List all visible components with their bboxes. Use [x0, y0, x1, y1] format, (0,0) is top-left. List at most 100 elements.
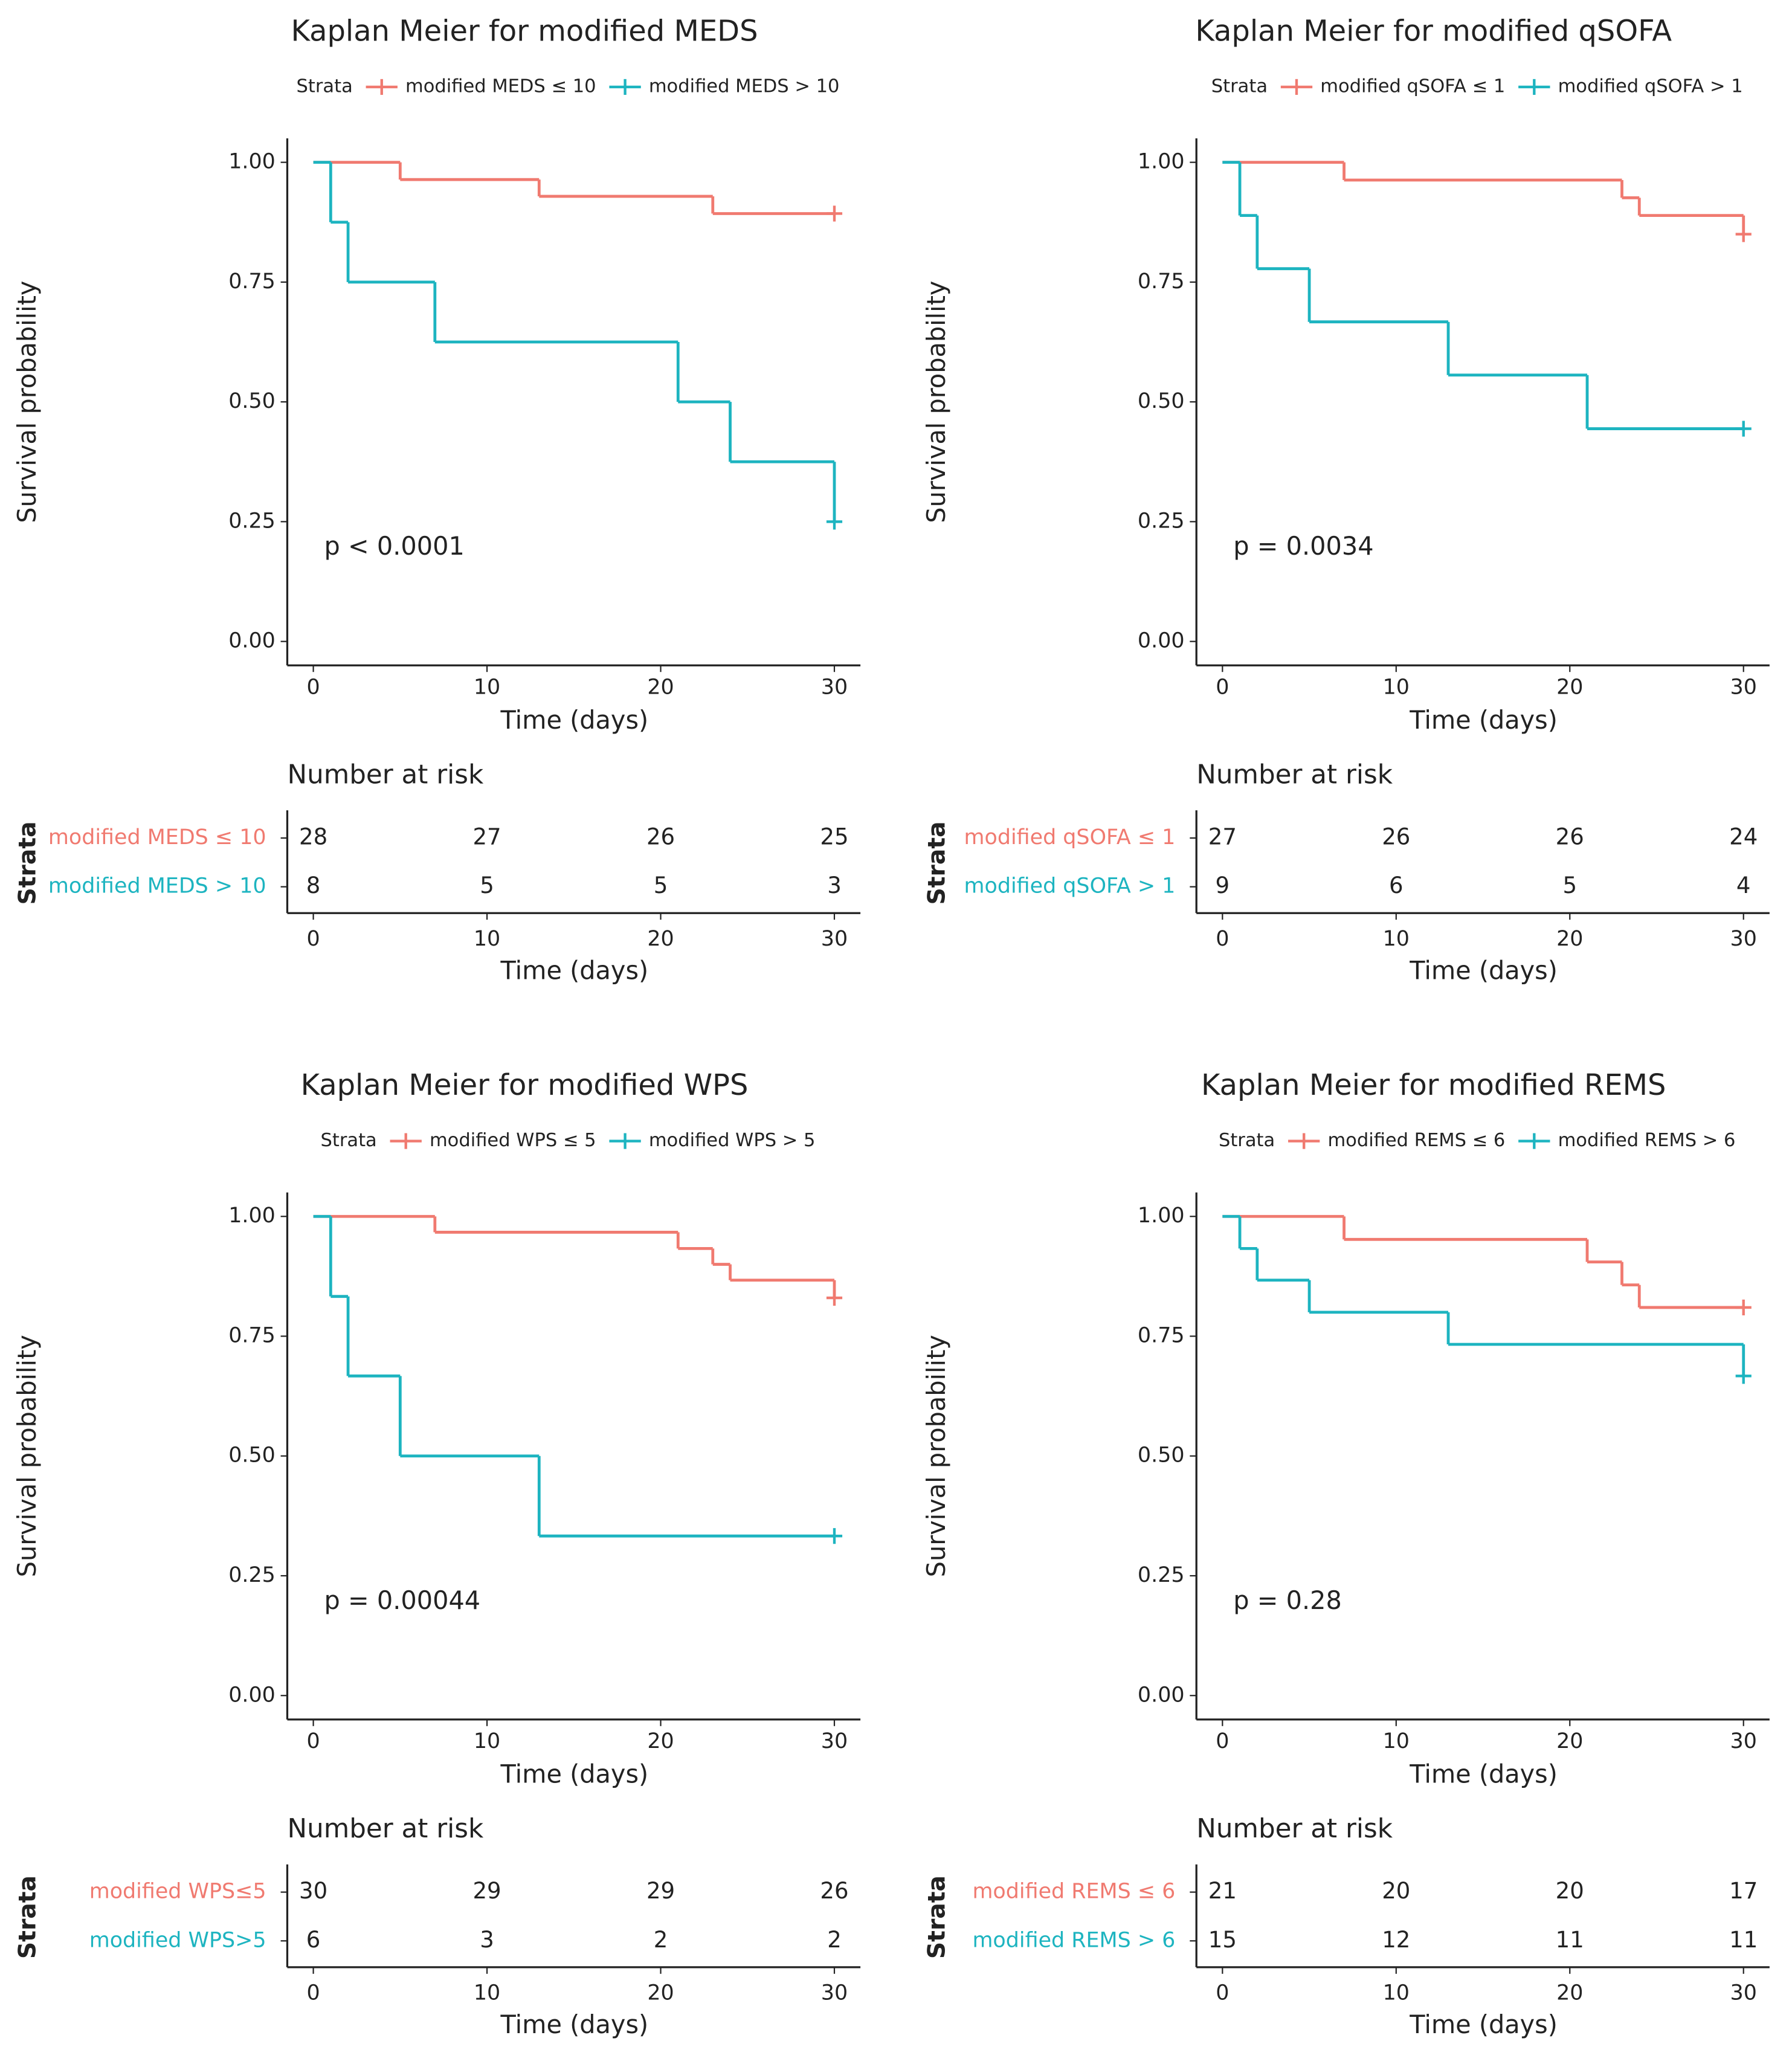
x-tick-label: 30	[1730, 1729, 1757, 1753]
risk-x-axis-label: Time (days)	[1409, 956, 1558, 985]
risk-count: 2	[654, 1927, 668, 1953]
risk-x-tick-label: 10	[474, 927, 500, 951]
legend-label: modified REMS ≤ 6	[1327, 1130, 1505, 1151]
risk-table-title: Number at risk	[287, 759, 483, 790]
risk-count: 2	[827, 1927, 842, 1953]
censor-mark	[1735, 421, 1752, 437]
risk-count: 26	[646, 824, 675, 850]
x-tick-label: 10	[474, 1729, 500, 1753]
x-tick-label: 30	[1730, 675, 1757, 699]
censor-mark	[826, 514, 843, 530]
p-value: p = 0.00044	[324, 1586, 481, 1615]
y-tick-label: 0.00	[228, 1683, 276, 1707]
risk-x-tick-label: 30	[821, 1981, 848, 2005]
x-tick-label: 20	[1556, 1729, 1583, 1753]
risk-count: 4	[1736, 872, 1751, 898]
y-tick-label: 0.25	[1138, 509, 1185, 533]
y-tick-label: 0.50	[228, 1443, 276, 1468]
risk-count: 20	[1382, 1878, 1410, 1904]
legend-label: modified WPS ≤ 5	[430, 1130, 596, 1151]
x-tick-label: 20	[647, 675, 674, 699]
y-tick-label: 0.50	[1138, 1443, 1185, 1468]
y-tick-label: 0.00	[1138, 629, 1185, 653]
panel: Kaplan Meier for modified REMS Strata modi…	[922, 1068, 1770, 2039]
risk-strata-label: Strata	[923, 821, 950, 904]
p-value: p = 0.0034	[1233, 532, 1373, 561]
risk-table-title: Number at risk	[1196, 1814, 1393, 1844]
legend: Strata modified qSOFA ≤ 1 modified qSOFA >…	[1211, 76, 1743, 97]
risk-row-label: modified REMS > 6	[972, 1928, 1175, 1952]
risk-row-label: modified REMS ≤ 6	[972, 1880, 1175, 1904]
risk-x-tick-label: 0	[1216, 927, 1229, 951]
x-axis-label: Time (days)	[1409, 1760, 1558, 1789]
legend: Strata modified REMS ≤ 6 modified REMS > 6	[1219, 1130, 1735, 1151]
x-tick-label: 10	[474, 675, 500, 699]
legend-label: modified MEDS ≤ 10	[405, 76, 596, 97]
risk-x-tick-label: 20	[647, 927, 674, 951]
y-tick-label: 0.00	[228, 629, 276, 653]
legend: Strata modified MEDS ≤ 10 modified MEDS > …	[297, 76, 840, 97]
risk-count: 11	[1729, 1927, 1758, 1953]
panel: Kaplan Meier for modified qSOFA Strata mod…	[922, 15, 1770, 985]
risk-row-label: modified WPS≤5	[89, 1880, 266, 1904]
risk-count: 30	[299, 1878, 327, 1904]
risk-x-tick-label: 0	[306, 1981, 320, 2005]
risk-count: 8	[306, 872, 321, 898]
risk-count: 25	[820, 824, 848, 850]
risk-count: 6	[1389, 872, 1404, 898]
y-tick-label: 0.75	[1138, 1324, 1185, 1348]
legend-label: modified MEDS > 10	[649, 76, 840, 97]
x-tick-label: 10	[1383, 675, 1410, 699]
risk-count: 11	[1556, 1927, 1584, 1953]
y-tick-label: 1.00	[1138, 1204, 1185, 1228]
risk-x-axis-label: Time (days)	[1409, 2010, 1558, 2039]
p-value: p < 0.0001	[324, 532, 465, 561]
x-axis-label: Time (days)	[500, 706, 649, 735]
y-axis-label: Survival probability	[922, 1335, 951, 1577]
y-tick-label: 0.75	[1138, 269, 1185, 294]
legend-label: modified qSOFA > 1	[1558, 76, 1743, 97]
x-tick-label: 0	[1216, 1729, 1229, 1753]
x-tick-label: 20	[647, 1729, 674, 1753]
y-tick-label: 0.50	[228, 389, 276, 413]
legend-label: modified REMS > 6	[1558, 1130, 1736, 1151]
y-tick-label: 1.00	[228, 1204, 276, 1228]
x-tick-label: 0	[306, 675, 320, 699]
x-tick-label: 10	[1383, 1729, 1410, 1753]
y-tick-label: 0.25	[1138, 1563, 1185, 1587]
y-axis-label: Survival probability	[13, 1335, 42, 1577]
risk-x-tick-label: 30	[821, 927, 848, 951]
x-tick-label: 0	[1216, 675, 1229, 699]
risk-count: 5	[480, 872, 494, 898]
risk-count: 3	[827, 872, 842, 898]
risk-count: 17	[1729, 1878, 1758, 1904]
risk-count: 9	[1216, 872, 1230, 898]
risk-count: 15	[1208, 1927, 1237, 1953]
panel: Kaplan Meier for modified WPS Strata modif…	[13, 1068, 861, 2039]
censor-mark	[1735, 1368, 1752, 1384]
risk-row-label: modified qSOFA ≤ 1	[964, 825, 1176, 850]
risk-count: 3	[480, 1927, 494, 1953]
x-tick-label: 0	[306, 1729, 320, 1753]
x-tick-label: 30	[821, 1729, 848, 1753]
legend: Strata modified WPS ≤ 5 modified WPS > 5	[320, 1130, 815, 1151]
risk-table-title: Number at risk	[287, 1814, 483, 1844]
risk-table-title: Number at risk	[1196, 759, 1393, 790]
y-tick-label: 1.00	[228, 150, 276, 174]
y-tick-label: 0.50	[1138, 389, 1185, 413]
risk-x-tick-label: 10	[1383, 927, 1410, 951]
risk-row-label: modified MEDS ≤ 10	[48, 825, 266, 850]
risk-count: 29	[646, 1878, 675, 1904]
y-axis-label: Survival probability	[922, 281, 951, 523]
legend-title: Strata	[1219, 1130, 1275, 1151]
y-tick-label: 0.00	[1138, 1683, 1185, 1707]
chart-title: Kaplan Meier for modified REMS	[1201, 1068, 1666, 1102]
risk-x-tick-label: 20	[1556, 927, 1583, 951]
legend-label: modified WPS > 5	[649, 1130, 816, 1151]
chart-title: Kaplan Meier for modified WPS	[301, 1068, 749, 1102]
risk-count: 27	[1208, 824, 1237, 850]
risk-x-tick-label: 0	[1216, 1981, 1229, 2005]
x-tick-label: 20	[1556, 675, 1583, 699]
